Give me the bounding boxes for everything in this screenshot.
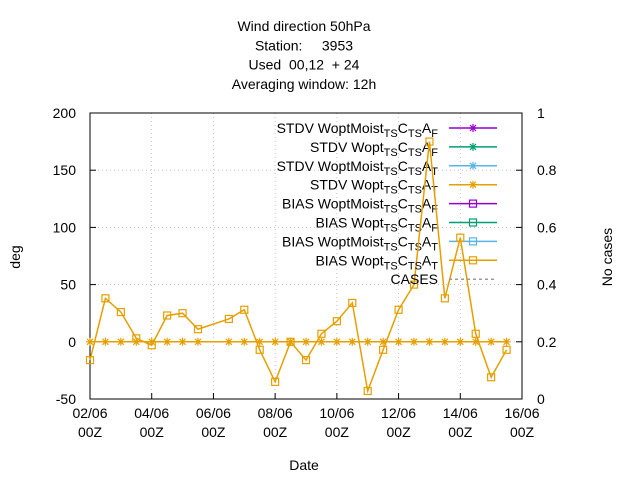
y2-axis-label: No cases [599, 228, 615, 286]
data-point [379, 345, 388, 354]
data-point [425, 137, 434, 146]
x-tick-label: 12/06 00Z [381, 405, 416, 440]
x-axis-label: Date [289, 457, 319, 473]
legend-label: STDV WoptMoistTSCTSAF [277, 120, 439, 140]
y2-tick-label: 0.4 [537, 277, 557, 293]
legend-marker [469, 180, 477, 189]
data-point [471, 337, 480, 346]
chart-title: Averaging window: 12h [232, 76, 377, 92]
y-tick-label: 0 [68, 334, 76, 350]
data-point [487, 337, 496, 346]
data-point [271, 377, 280, 386]
data-point [224, 337, 233, 346]
legend-marker [468, 237, 478, 246]
x-tick-label: 14/06 00Z [443, 405, 478, 440]
data-point [240, 337, 249, 346]
chart-title: Used 00,12 + 24 [249, 57, 360, 73]
legend-label: STDV WoptTSCTSAT [310, 177, 438, 197]
data-point [101, 294, 110, 303]
data-point [332, 317, 341, 326]
data-point [394, 305, 403, 314]
legend-marker [468, 218, 478, 227]
data-point [163, 337, 172, 346]
data-point [363, 337, 372, 346]
data-point [379, 337, 388, 346]
x-tick-label: 08/06 00Z [258, 405, 293, 440]
data-point [487, 373, 496, 382]
data-point [456, 337, 465, 346]
y2-tick-label: 0.8 [537, 162, 557, 178]
data-point [348, 298, 357, 308]
data-point [471, 329, 480, 338]
x-tick-label: 06/06 00Z [196, 405, 231, 440]
data-point [332, 337, 341, 346]
data-point [394, 337, 403, 346]
data-point [116, 337, 125, 346]
data-point [302, 337, 310, 346]
x-tick-label: 04/06 00Z [134, 405, 169, 440]
data-point [440, 337, 449, 346]
data-point [163, 311, 172, 320]
chart-title: Station: 3953 [255, 37, 353, 53]
legend-label: STDV WoptMoistTSCTSAT [277, 158, 439, 178]
x-tick-label: 16/06 00Z [504, 405, 539, 440]
data-point [86, 337, 94, 346]
data-point [255, 345, 264, 354]
data-point [240, 305, 249, 314]
legend-marker [468, 199, 478, 208]
data-point [410, 337, 418, 346]
data-point [147, 341, 156, 350]
legend-marker [468, 256, 478, 265]
legend-marker [469, 142, 477, 151]
y2-tick-label: 1 [537, 105, 545, 121]
data-point [132, 334, 141, 343]
data-point [255, 337, 264, 346]
legend-label: BIAS WoptTSCTSAF [315, 215, 438, 235]
legend-label: CASES [391, 271, 438, 287]
chart-title: Wind direction 50hPa [237, 18, 370, 34]
data-point [409, 280, 419, 289]
data-point [116, 307, 125, 317]
data-point [194, 337, 202, 346]
legend-label: STDV WoptTSCTSAF [310, 139, 438, 159]
data-point [348, 337, 357, 346]
data-point [317, 329, 326, 338]
plot-frame [89, 112, 523, 400]
data-point [224, 314, 233, 324]
data-point [271, 337, 280, 346]
data-point [456, 233, 465, 242]
y2-tick-label: 0.2 [537, 334, 557, 350]
y-tick-label: -50 [56, 391, 76, 407]
x-tick-label: 10/06 00Z [319, 405, 354, 440]
data-point [193, 325, 203, 334]
data-point [502, 345, 511, 354]
y2-tick-label: 0 [537, 391, 545, 407]
legend-label: BIAS WoptMoistTSCTSAT [282, 233, 438, 253]
y-tick-label: 100 [53, 219, 77, 235]
legend-marker [469, 124, 477, 132]
y-axis-label: deg [7, 245, 23, 268]
data-point [502, 337, 511, 346]
data-point [440, 294, 449, 303]
data-point [101, 337, 110, 346]
data-point [363, 386, 372, 396]
data-point [286, 337, 295, 346]
y-tick-label: 200 [53, 105, 77, 121]
data-point [425, 337, 434, 346]
data-point [317, 337, 326, 346]
x-tick-label: 02/06 00Z [72, 405, 107, 440]
series-line [89, 141, 508, 394]
legend-label: BIAS WoptMoistTSCTSAF [282, 196, 438, 216]
data-point [301, 356, 311, 365]
y2-tick-label: 0.6 [537, 219, 557, 235]
data-point [178, 309, 187, 318]
y-tick-label: 50 [60, 277, 76, 293]
legend-marker [469, 161, 477, 170]
data-point [178, 337, 187, 346]
data-point [85, 356, 95, 365]
legend-label: BIAS WoptTSCTSAT [315, 252, 438, 272]
y-tick-label: 150 [53, 162, 77, 178]
